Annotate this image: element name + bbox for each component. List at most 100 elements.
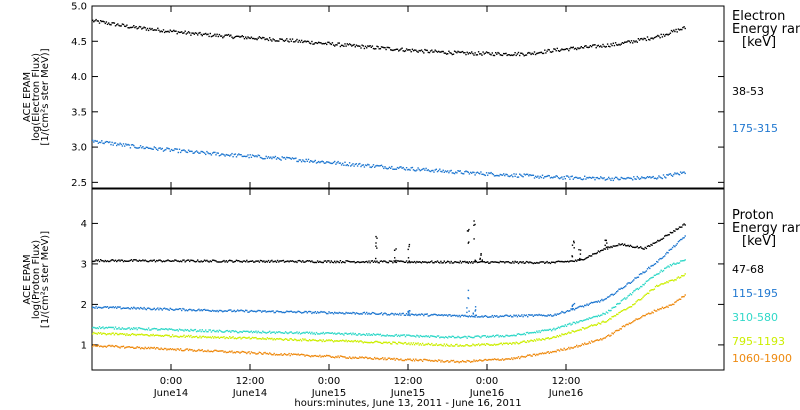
- data-point: [358, 45, 360, 47]
- data-point: [616, 329, 618, 332]
- data-point: [173, 349, 175, 351]
- data-point: [593, 324, 595, 326]
- data-point: [360, 334, 362, 336]
- data-point: [609, 335, 611, 337]
- data-point: [245, 309, 247, 311]
- data-point: [641, 37, 643, 40]
- data-point: [364, 356, 367, 358]
- data-point: [403, 334, 406, 336]
- data-point: [521, 333, 523, 336]
- data-point: [335, 355, 337, 358]
- data-point: [574, 176, 577, 178]
- data-point: [507, 315, 509, 317]
- data-point: [388, 166, 391, 168]
- data-point: [498, 316, 500, 318]
- data-point: [280, 353, 282, 355]
- data-point: [634, 178, 636, 180]
- data-point: [160, 148, 162, 150]
- data-point: [667, 306, 669, 308]
- data-point: [375, 340, 377, 343]
- data-point: [554, 262, 556, 264]
- data-point: [269, 330, 271, 333]
- data-point: [399, 341, 401, 344]
- data-point: [445, 360, 448, 362]
- data-point: [105, 260, 108, 263]
- data-point: [621, 243, 624, 245]
- data-point: [247, 337, 249, 339]
- data-point: [593, 176, 595, 179]
- data-point: [111, 22, 113, 24]
- data-point: [556, 349, 558, 351]
- data-point: [289, 38, 291, 40]
- data-point: [278, 40, 280, 42]
- data-point: [100, 345, 102, 347]
- data-point: [383, 312, 385, 315]
- data-point: [437, 335, 440, 337]
- data-point: [216, 350, 218, 352]
- data-point: [351, 312, 353, 315]
- data-point: [519, 54, 521, 57]
- data-point: [512, 260, 514, 263]
- data-point: [659, 37, 661, 39]
- data-point: [319, 260, 321, 263]
- data-point: [168, 31, 170, 33]
- data-point: [413, 335, 416, 337]
- data-point: [662, 283, 665, 285]
- data-point: [266, 157, 269, 159]
- data-point: [468, 228, 470, 231]
- data-point: [431, 342, 433, 345]
- data-point: [128, 334, 130, 336]
- data-point: [132, 144, 134, 146]
- data-point: [395, 261, 398, 264]
- data-point: [225, 260, 227, 262]
- data-point: [363, 166, 366, 168]
- data-point: [515, 357, 517, 359]
- data-point: [199, 152, 201, 154]
- data-point: [648, 279, 650, 281]
- data-point: [111, 259, 113, 261]
- data-point: [391, 335, 393, 337]
- data-point: [577, 329, 579, 331]
- data-point: [451, 345, 453, 347]
- data-point: [175, 349, 177, 352]
- data-point: [336, 340, 338, 342]
- data-point: [162, 307, 165, 310]
- data-point: [649, 313, 651, 315]
- data-point: [495, 344, 497, 346]
- data-point: [415, 313, 417, 316]
- data-point: [424, 169, 426, 171]
- data-point: [387, 167, 390, 170]
- data-point: [353, 260, 355, 263]
- data-point: [360, 165, 362, 168]
- data-point: [547, 337, 549, 339]
- data-point: [262, 36, 264, 39]
- data-point: [169, 328, 171, 330]
- data-point: [602, 312, 604, 315]
- data-point: [368, 357, 370, 359]
- data-point: [173, 260, 175, 262]
- data-point: [588, 303, 590, 305]
- data-point: [332, 261, 335, 264]
- data-point: [554, 336, 556, 339]
- data-point: [618, 179, 620, 181]
- data-point: [582, 344, 585, 346]
- data-point: [94, 327, 96, 329]
- data-point: [656, 260, 658, 263]
- data-point: [178, 31, 181, 34]
- data-point: [199, 335, 201, 337]
- data-point: [221, 153, 223, 155]
- data-point: [296, 261, 298, 264]
- data-point: [291, 339, 294, 341]
- data-point: [415, 170, 417, 172]
- data-point: [239, 36, 241, 38]
- data-point: [593, 253, 595, 255]
- data-point: [565, 310, 568, 313]
- data-point: [380, 312, 383, 314]
- data-point: [255, 330, 257, 332]
- data-point: [606, 312, 609, 314]
- data-point: [447, 360, 449, 362]
- data-point: [290, 310, 292, 312]
- data-point: [132, 328, 134, 330]
- data-point: [105, 140, 108, 143]
- data-point: [621, 177, 624, 179]
